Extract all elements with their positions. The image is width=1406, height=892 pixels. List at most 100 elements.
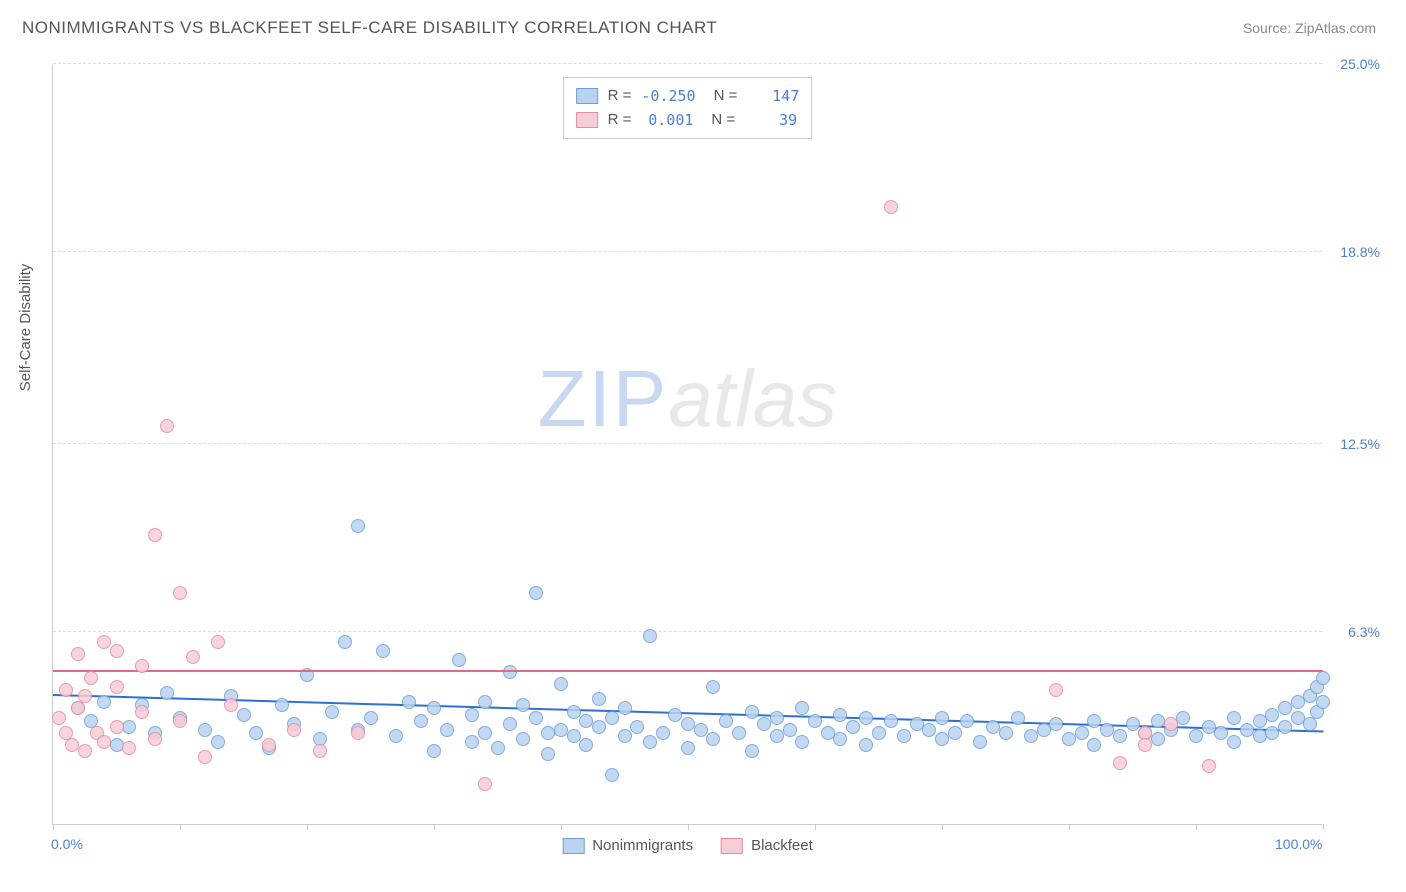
data-point xyxy=(935,711,949,725)
data-point xyxy=(922,723,936,737)
data-point xyxy=(211,735,225,749)
data-point xyxy=(52,711,66,725)
data-point xyxy=(376,644,390,658)
data-point xyxy=(1278,720,1292,734)
data-point xyxy=(427,744,441,758)
gridline xyxy=(53,63,1322,64)
stat-n-label: N = xyxy=(711,108,735,132)
data-point xyxy=(1316,671,1330,685)
data-point xyxy=(973,735,987,749)
stats-row: R =-0.250N =147 xyxy=(576,84,800,108)
data-point xyxy=(541,747,555,761)
data-point xyxy=(440,723,454,737)
data-point xyxy=(516,732,530,746)
y-tick-label: 25.0% xyxy=(1340,56,1380,72)
data-point xyxy=(960,714,974,728)
data-point xyxy=(1316,695,1330,709)
data-point xyxy=(1189,729,1203,743)
data-point xyxy=(579,738,593,752)
data-point xyxy=(148,732,162,746)
data-point xyxy=(1011,711,1025,725)
data-point xyxy=(1164,717,1178,731)
data-point xyxy=(325,705,339,719)
data-point xyxy=(122,741,136,755)
data-point xyxy=(313,744,327,758)
watermark-zip: ZIP xyxy=(538,354,668,443)
data-point xyxy=(287,723,301,737)
data-point xyxy=(884,714,898,728)
data-point xyxy=(1202,759,1216,773)
data-point xyxy=(1138,738,1152,752)
data-point xyxy=(414,714,428,728)
x-tick xyxy=(561,824,562,830)
x-tick-label: 100.0% xyxy=(1275,836,1322,852)
data-point xyxy=(1113,729,1127,743)
stat-n-label: N = xyxy=(714,84,738,108)
data-point xyxy=(1075,726,1089,740)
legend-label: Blackfeet xyxy=(751,837,813,854)
legend-item: Nonimmigrants xyxy=(562,837,693,854)
data-point xyxy=(529,586,543,600)
correlation-stats-box: R =-0.250N =147R =0.001N =39 xyxy=(563,77,813,139)
data-point xyxy=(97,695,111,709)
data-point xyxy=(897,729,911,743)
data-point xyxy=(452,653,466,667)
x-tick xyxy=(1323,824,1324,830)
gridline xyxy=(53,443,1322,444)
x-tick xyxy=(1196,824,1197,830)
data-point xyxy=(84,671,98,685)
data-point xyxy=(351,726,365,740)
data-point xyxy=(198,723,212,737)
data-point xyxy=(808,714,822,728)
data-point xyxy=(465,708,479,722)
legend-swatch xyxy=(562,838,584,854)
data-point xyxy=(643,735,657,749)
data-point xyxy=(71,647,85,661)
data-point xyxy=(872,726,886,740)
data-point xyxy=(795,701,809,715)
chart-area: Self-Care Disability ZIPatlas R =-0.250N… xyxy=(22,55,1382,855)
data-point xyxy=(770,711,784,725)
stat-r-value: -0.250 xyxy=(641,84,695,108)
data-point xyxy=(694,723,708,737)
data-point xyxy=(1049,683,1063,697)
data-point xyxy=(249,726,263,740)
data-point xyxy=(237,708,251,722)
data-point xyxy=(224,698,238,712)
data-point xyxy=(1214,726,1228,740)
trend-line xyxy=(53,670,1323,672)
data-point xyxy=(110,738,124,752)
data-point xyxy=(59,683,73,697)
data-point xyxy=(351,519,365,533)
data-point xyxy=(605,711,619,725)
legend-swatch xyxy=(576,112,598,128)
data-point xyxy=(1151,732,1165,746)
data-point xyxy=(491,741,505,755)
data-point xyxy=(706,732,720,746)
data-point xyxy=(618,729,632,743)
data-point xyxy=(198,750,212,764)
data-point xyxy=(833,732,847,746)
data-point xyxy=(71,701,85,715)
y-axis-label: Self-Care Disability xyxy=(17,264,34,392)
data-point xyxy=(1303,717,1317,731)
data-point xyxy=(402,695,416,709)
stats-row: R =0.001N =39 xyxy=(576,108,800,132)
data-point xyxy=(681,741,695,755)
data-point xyxy=(706,680,720,694)
data-point xyxy=(503,665,517,679)
data-point xyxy=(262,738,276,752)
gridline xyxy=(53,251,1322,252)
data-point xyxy=(529,711,543,725)
data-point xyxy=(465,735,479,749)
scatter-plot: ZIPatlas R =-0.250N =147R =0.001N =39 No… xyxy=(52,65,1322,825)
data-point xyxy=(1113,756,1127,770)
data-point xyxy=(668,708,682,722)
data-point xyxy=(618,701,632,715)
data-point xyxy=(1151,714,1165,728)
x-tick xyxy=(307,824,308,830)
data-point xyxy=(78,689,92,703)
data-point xyxy=(275,698,289,712)
stat-r-label: R = xyxy=(608,84,632,108)
data-point xyxy=(122,720,136,734)
